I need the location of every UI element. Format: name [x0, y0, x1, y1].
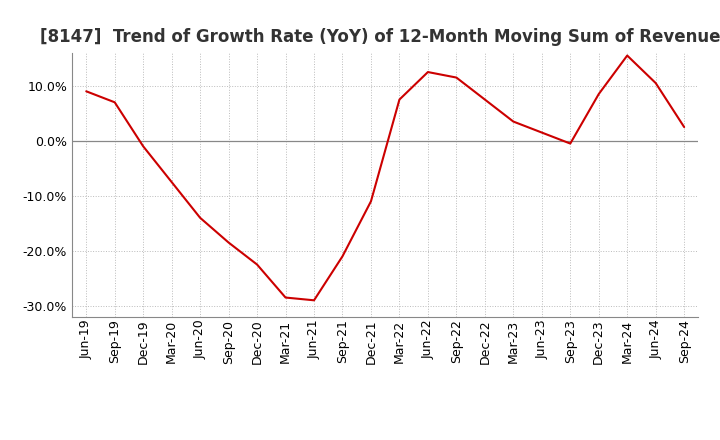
Title: [8147]  Trend of Growth Rate (YoY) of 12-Month Moving Sum of Revenues: [8147] Trend of Growth Rate (YoY) of 12-…	[40, 28, 720, 46]
